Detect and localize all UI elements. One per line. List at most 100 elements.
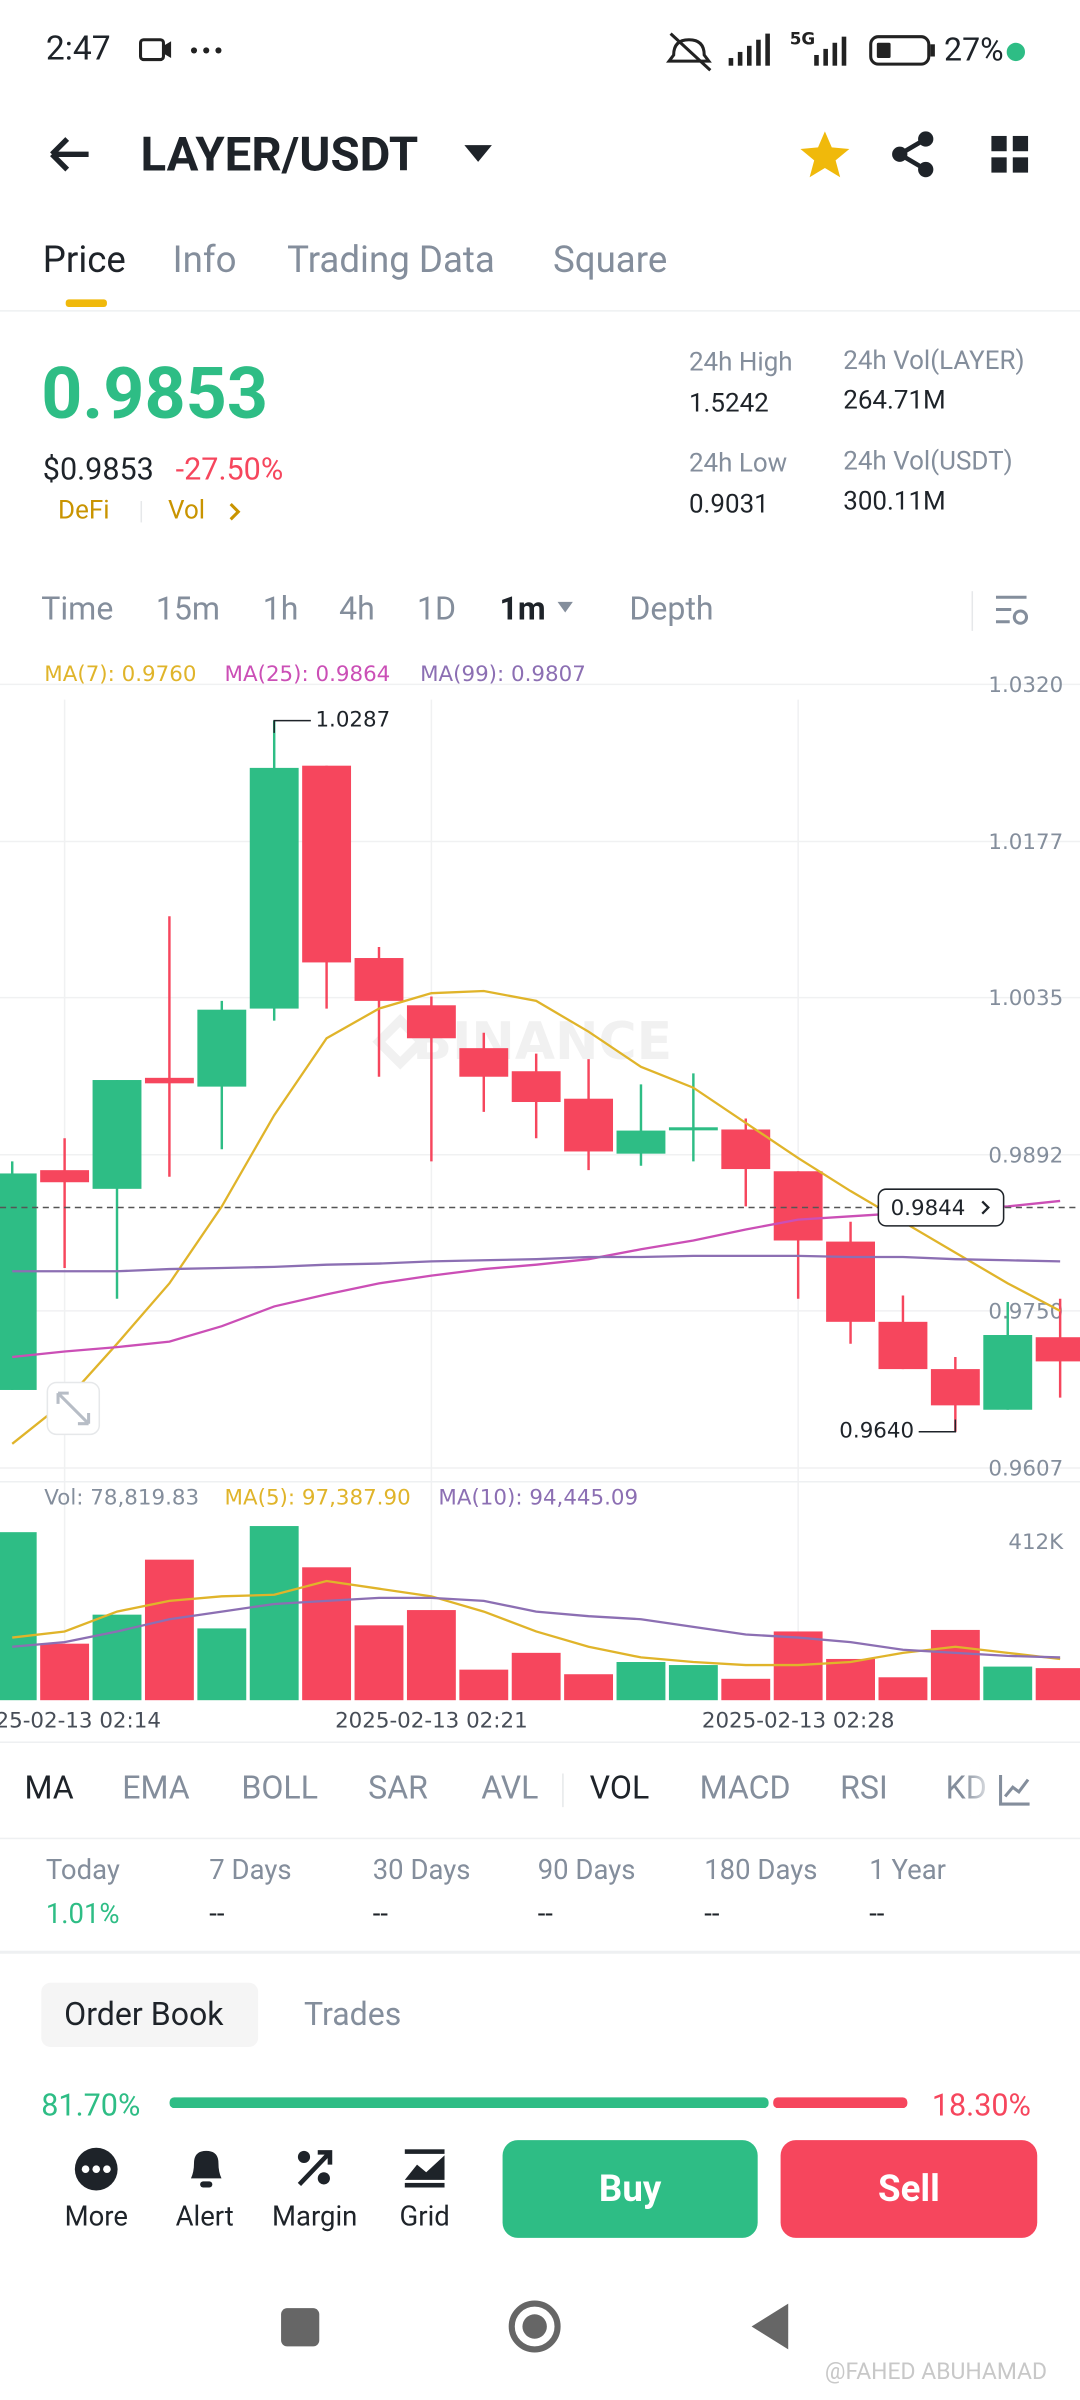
price-change: -27.50%: [175, 450, 284, 488]
nav-label[interactable]: Grid: [399, 2201, 450, 2234]
period-label: 7 Days: [209, 1854, 292, 1887]
nav-label[interactable]: More: [64, 2201, 128, 2234]
usd-price: $0.9853: [42, 450, 154, 488]
legend-entry: MA(7): 0.9760: [44, 662, 196, 687]
tab[interactable]: Price: [42, 238, 126, 282]
volume-bar: [983, 1666, 1033, 1701]
candle-body: [668, 1127, 718, 1131]
indicator[interactable]: BOLL: [241, 1771, 318, 1808]
x-tick-label: 2025-02-13 02:14: [0, 1709, 161, 1734]
nav-label[interactable]: Margin: [272, 2201, 358, 2234]
candle-body: [773, 1171, 823, 1241]
tab[interactable]: Trading Data: [287, 238, 495, 282]
pair-caret[interactable]: [463, 142, 494, 166]
interval[interactable]: 1D: [417, 591, 457, 629]
candle-body: [826, 1241, 875, 1322]
candle-body: [511, 1071, 561, 1103]
period-value: --: [869, 1898, 885, 1931]
volume-title: Vol: 78,819.83: [44, 1486, 199, 1511]
candle-body: [302, 765, 352, 963]
buy-ratio: 81.70%: [41, 2086, 141, 2124]
volume-bar: [564, 1674, 614, 1701]
indicator[interactable]: MACD: [699, 1771, 791, 1808]
status-dot: [1006, 42, 1026, 62]
interval-caret: [557, 601, 573, 613]
interval[interactable]: Depth: [629, 591, 714, 629]
indicator[interactable]: VOL: [589, 1771, 650, 1808]
max-label: 1.0287: [315, 708, 390, 733]
buy-button[interactable]: Buy: [502, 2140, 758, 2238]
indicator[interactable]: AVL: [481, 1771, 539, 1808]
candle-body: [459, 1048, 509, 1077]
layout-button[interactable]: [990, 134, 1030, 174]
separator: [562, 1773, 564, 1808]
stat-value: 300.11M: [843, 486, 946, 518]
orderbook-tab[interactable]: Order Book: [64, 1997, 224, 2034]
candle-body: [249, 767, 299, 1009]
alert-icon[interactable]: [185, 2145, 228, 2191]
tag[interactable]: Vol: [168, 495, 206, 527]
volume-bar: [144, 1559, 194, 1701]
orderbook-tab[interactable]: Trades: [303, 1997, 402, 2034]
candle-body: [144, 1077, 194, 1084]
candle-body: [721, 1129, 771, 1170]
interval[interactable]: 1h: [262, 591, 299, 629]
grid-icon[interactable]: [402, 2146, 448, 2189]
stat-label: 24h Vol(LAYER): [843, 345, 1025, 377]
divider: [0, 310, 1080, 312]
indicator[interactable]: SAR: [368, 1771, 428, 1808]
volume-ma-line: [12, 1596, 1061, 1659]
volume-legend: MA(5): 97,387.90: [225, 1486, 411, 1511]
last-price-box: [877, 1188, 1005, 1227]
back-button[interactable]: [46, 131, 95, 177]
tab-bg: [41, 1982, 259, 2047]
candle-body: [406, 1005, 456, 1039]
volume-bar: [930, 1629, 980, 1701]
interval[interactable]: Time: [41, 591, 114, 629]
volume-bar: [459, 1669, 509, 1701]
status-time: 2:47: [45, 30, 111, 69]
legend-entry: MA(25): 0.9864: [225, 662, 391, 687]
share-button[interactable]: [889, 130, 938, 179]
more-icon[interactable]: [73, 2146, 119, 2192]
pair-title[interactable]: LAYER/USDT: [140, 126, 419, 183]
candle-body: [0, 1173, 37, 1390]
ratio-bar: [169, 2097, 908, 2109]
favorite-button[interactable]: [797, 128, 852, 180]
candle-body: [40, 1170, 90, 1183]
sell-button[interactable]: Sell: [780, 2140, 1038, 2238]
indicator[interactable]: EMA: [122, 1771, 190, 1808]
margin-icon[interactable]: [293, 2146, 336, 2189]
period-value: --: [704, 1898, 720, 1931]
divider: [0, 1950, 1080, 1954]
stat-value: 264.71M: [843, 385, 946, 417]
indicator-settings[interactable]: [996, 1772, 1033, 1809]
volume-bar: [1035, 1668, 1080, 1701]
ma-line: [12, 1254, 1061, 1273]
volume-ma-line: [12, 1579, 1061, 1667]
indicator[interactable]: RSI: [840, 1771, 888, 1808]
candle-body: [878, 1321, 928, 1370]
tag[interactable]: DeFi: [58, 495, 110, 527]
tab[interactable]: Info: [172, 238, 237, 282]
indicator[interactable]: MA: [24, 1771, 74, 1808]
chart-settings[interactable]: [993, 593, 1033, 630]
period-label: 180 Days: [704, 1854, 818, 1887]
candle-body: [92, 1080, 142, 1189]
candlestick-chart: BINANCE1.03201.01771.00350.98920.97500.9…: [0, 662, 1080, 1734]
nav-label[interactable]: Alert: [175, 2201, 234, 2234]
volume-bar: [406, 1610, 456, 1701]
max-pointer: [273, 719, 311, 733]
expand-icon: [56, 1391, 91, 1426]
period-label: 1 Year: [869, 1854, 946, 1887]
candle-body: [616, 1130, 666, 1154]
interval[interactable]: 15m: [155, 591, 221, 629]
interval-selected[interactable]: 1m: [499, 591, 546, 629]
last-price-arrow: [981, 1200, 990, 1215]
tab[interactable]: Square: [552, 238, 668, 282]
volume-bar: [92, 1614, 142, 1701]
min-pointer: [918, 1419, 957, 1433]
volume-legend: MA(10): 94,445.09: [438, 1486, 638, 1511]
period-value: --: [209, 1898, 225, 1931]
interval[interactable]: 4h: [339, 591, 375, 629]
